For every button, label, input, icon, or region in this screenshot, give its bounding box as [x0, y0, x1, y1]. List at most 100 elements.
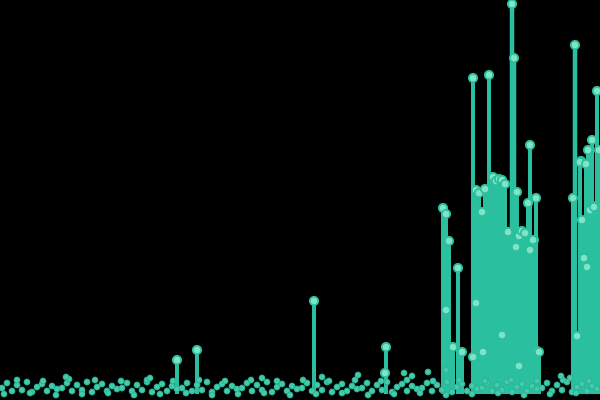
baseline-data-point: [573, 383, 581, 391]
baseline-data-point: [68, 387, 76, 395]
baseline-data-point: [378, 386, 386, 394]
baseline-data-point: [328, 388, 336, 396]
baseline-data-point: [78, 390, 86, 398]
baseline-data-point: [513, 383, 521, 391]
baseline-data-point: [442, 366, 450, 374]
data-point: [533, 346, 545, 358]
baseline-data-point: [158, 380, 166, 388]
baseline-data-point: [156, 390, 164, 398]
baseline-data-point: [313, 381, 321, 389]
data-point: [508, 52, 520, 64]
baseline-data-point: [248, 387, 256, 395]
baseline-data-point: [268, 388, 276, 396]
baseline-data-point: [448, 388, 456, 396]
baseline-data-point: [520, 391, 528, 399]
baseline-data-point: [318, 386, 326, 394]
baseline-data-point: [182, 389, 190, 397]
data-point: [567, 192, 579, 204]
data-point: [591, 85, 600, 97]
baseline-data-point: [338, 389, 346, 397]
data-point: [308, 295, 320, 307]
baseline-data-point: [442, 391, 450, 399]
data-point: [483, 69, 495, 81]
data-point: [511, 186, 523, 198]
data-point: [593, 144, 600, 156]
baseline-data-point: [433, 381, 441, 389]
baseline-data-point: [153, 383, 161, 391]
baseline-data-point: [443, 378, 451, 386]
data-point: [171, 354, 183, 366]
baseline-data-point: [593, 385, 600, 393]
baseline-data-point: [13, 376, 21, 384]
baseline-data-point: [429, 377, 437, 385]
baseline-data-point: [348, 382, 356, 390]
data-point: [522, 197, 534, 209]
baseline-data-point: [213, 383, 221, 391]
baseline-data-point: [557, 372, 565, 380]
data-point: [440, 208, 452, 220]
baseline-data-point: [146, 374, 154, 382]
baseline-data-point: [578, 380, 586, 388]
baseline-data-point: [403, 376, 411, 384]
baseline-data-point: [325, 377, 333, 385]
baseline-data-point: [223, 387, 231, 395]
baseline-data-point: [188, 387, 196, 395]
baseline-data-point: [0, 390, 8, 398]
baseline-data-point: [0, 384, 6, 392]
baseline-data-point: [253, 381, 261, 389]
baseline-data-point: [368, 387, 376, 395]
baseline-data-point: [263, 378, 271, 386]
baseline-data-point: [108, 382, 116, 390]
baseline-data-point: [455, 376, 463, 384]
data-point: [506, 0, 518, 10]
baseline-data-point: [62, 373, 70, 381]
data-point: [499, 178, 511, 190]
baseline-data-point: [130, 391, 138, 399]
baseline-data-point: [288, 382, 296, 390]
baseline-data-point: [169, 377, 177, 385]
data-point: [452, 262, 464, 274]
data-point: [513, 360, 525, 372]
baseline-data-point: [260, 389, 268, 397]
baseline-data-point: [408, 382, 416, 390]
baseline-data-point: [98, 380, 106, 388]
baseline-data-point: [403, 387, 411, 395]
baseline-data-point: [333, 383, 341, 391]
data-point: [527, 234, 539, 246]
data-point: [467, 351, 479, 363]
baseline-data-point: [234, 390, 242, 398]
baseline-data-point: [416, 389, 424, 397]
baseline-data-point: [117, 377, 125, 385]
baseline-data-point: [73, 381, 81, 389]
baseline-data-point: [546, 390, 554, 398]
baseline-data-point: [478, 384, 486, 392]
data-point: [581, 261, 593, 273]
baseline-data-point: [133, 381, 141, 389]
baseline-data-point: [58, 384, 66, 392]
data-point: [479, 183, 491, 195]
baseline-data-point: [18, 386, 26, 394]
baseline-data-point: [553, 381, 561, 389]
data-point: [519, 227, 531, 239]
data-point: [443, 235, 455, 247]
baseline-data-point: [23, 378, 31, 386]
baseline-data-point: [543, 379, 551, 387]
baseline-data-point: [83, 378, 91, 386]
baseline-data-point: [390, 390, 398, 398]
data-point: [476, 206, 488, 218]
baseline-data-point: [463, 387, 471, 395]
baseline-data-point: [178, 384, 186, 392]
baseline-data-point: [299, 376, 307, 384]
baseline-data-point: [393, 383, 401, 391]
data-point: [582, 144, 594, 156]
baseline-data-point: [93, 383, 101, 391]
baseline-data-point: [118, 384, 126, 392]
baseline-data-point: [203, 378, 211, 386]
baseline-data-point: [428, 387, 436, 395]
baseline-data-point: [507, 376, 515, 384]
baseline-data-point: [39, 377, 47, 385]
data-point: [470, 297, 482, 309]
baseline-data-point: [408, 372, 416, 380]
